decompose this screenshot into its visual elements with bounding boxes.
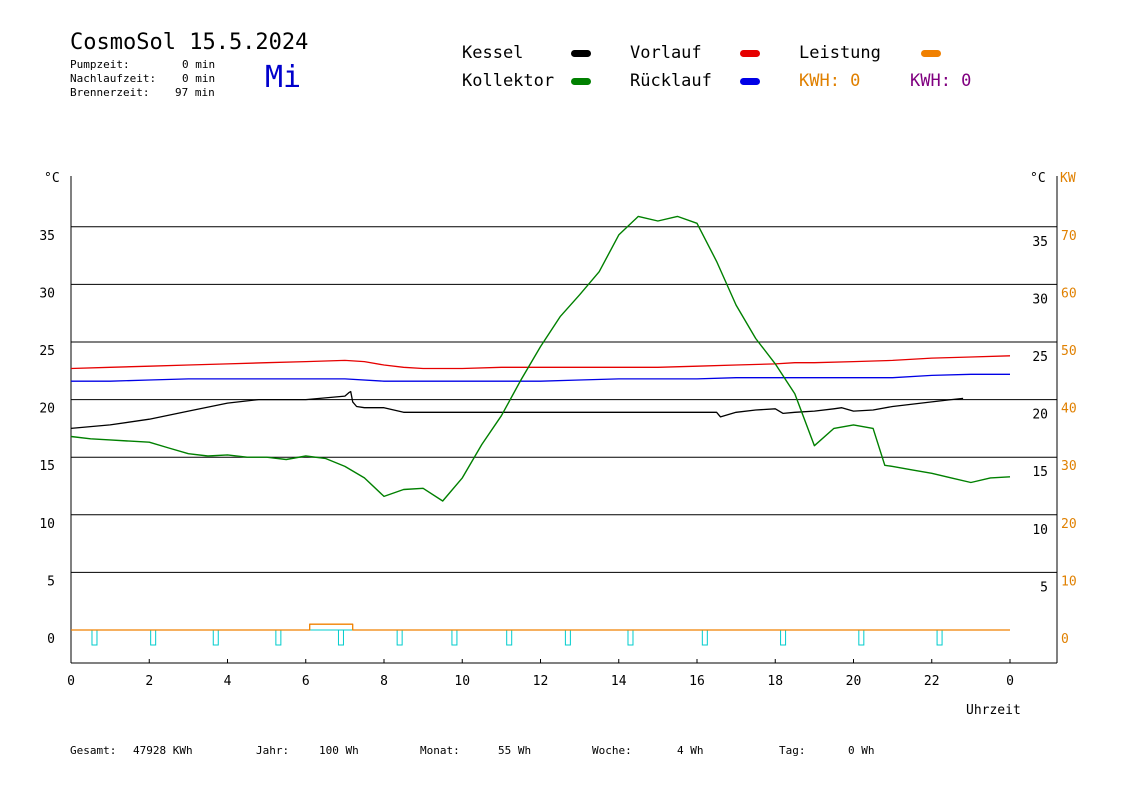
y-tick-label-left: 35 bbox=[39, 229, 55, 244]
footer-gesamt-label: Gesamt: bbox=[70, 744, 117, 757]
page-title: CosmoSol 15.5.2024 bbox=[70, 30, 309, 55]
x-tick-label: 6 bbox=[302, 674, 310, 689]
y-tick-label-right-power: 60 bbox=[1061, 286, 1077, 301]
x-tick-label: 8 bbox=[380, 674, 388, 689]
legend-swatch-kollektor bbox=[571, 78, 591, 85]
x-tick-label: 22 bbox=[924, 674, 940, 689]
pump-pulse bbox=[275, 629, 282, 646]
y-tick-label-left: 30 bbox=[39, 286, 55, 301]
footer-jahr-value: 100 Wh bbox=[319, 744, 359, 757]
y-tick-label-right-power: 10 bbox=[1061, 574, 1077, 589]
x-tick-label: 2 bbox=[145, 674, 153, 689]
x-axis-label: Uhrzeit bbox=[966, 703, 1021, 718]
pump-pulse bbox=[337, 629, 344, 646]
y-tick-label-right-temp: 35 bbox=[1032, 235, 1048, 250]
y-tick-label-right-power: 20 bbox=[1061, 517, 1077, 532]
x-tick-label: 16 bbox=[689, 674, 705, 689]
weekday-label: Mi bbox=[265, 60, 302, 95]
x-tick-label: 0 bbox=[1006, 674, 1014, 689]
pump-pulse bbox=[150, 629, 157, 646]
pump-pulses bbox=[71, 629, 1010, 646]
y-tick-label-right-temp: 15 bbox=[1032, 465, 1048, 480]
kwh-purple-label: KWH: 0 bbox=[910, 71, 972, 91]
y-axis-label-left: °C bbox=[44, 171, 60, 186]
pump-pulse bbox=[701, 629, 708, 646]
chart-axes bbox=[70, 176, 1058, 664]
stat-nachlaufzeit-value: 0 min bbox=[182, 72, 216, 85]
footer-tag-value: 0 Wh bbox=[848, 744, 875, 757]
y-tick-label-right-temp: 10 bbox=[1032, 523, 1048, 538]
pump-pulse bbox=[627, 629, 634, 646]
footer-gesamt-value: 47928 KWh bbox=[133, 744, 193, 757]
grid-lines bbox=[71, 226, 1057, 573]
legend-swatch-kessel bbox=[571, 50, 591, 57]
series-line-kollektor bbox=[70, 215, 1011, 502]
y-tick-label-left: 25 bbox=[39, 344, 55, 359]
y-tick-label-left: 5 bbox=[47, 574, 55, 589]
stat-pumpzeit-value: 0 min bbox=[182, 58, 216, 71]
tick-labels: 0 2 4 6 8 10 12 14 16 18 20 22 0 0 5 10 15 20 25 30 35 5 10 15 2… bbox=[39, 229, 1076, 689]
legend-label-kollektor: Kollektor bbox=[462, 71, 555, 91]
pump-pulse bbox=[396, 629, 403, 646]
x-tick-label: 20 bbox=[846, 674, 862, 689]
pump-pulse bbox=[506, 629, 513, 646]
pump-pulse bbox=[451, 629, 458, 646]
footer-monat-label: Monat: bbox=[420, 744, 460, 757]
stat-brennerzeit-value: 97 min bbox=[175, 86, 215, 99]
pump-pulse bbox=[780, 629, 787, 646]
temperature-chart: 0 2 4 6 8 10 12 14 16 18 20 22 0 0 5 10 15 20 25 30 35 5 10 15 2… bbox=[39, 171, 1076, 718]
series-line-ruecklauf bbox=[71, 373, 1010, 382]
x-tick-label: 10 bbox=[454, 674, 470, 689]
x-tick-label: 14 bbox=[611, 674, 627, 689]
x-tick-label: 0 bbox=[67, 674, 75, 689]
y-tick-label-left: 10 bbox=[39, 517, 55, 532]
y-tick-label-right-power: 0 bbox=[1061, 632, 1069, 647]
x-tick-label: 4 bbox=[224, 674, 232, 689]
legend-label-leistung: Leistung bbox=[799, 43, 881, 63]
pump-pulse bbox=[936, 629, 943, 646]
y-tick-label-right-temp: 25 bbox=[1032, 350, 1048, 365]
series-line-vorlauf bbox=[70, 355, 1011, 370]
stat-pumpzeit-label: Pumpzeit: bbox=[70, 58, 130, 71]
pump-pulse bbox=[564, 629, 571, 646]
footer-woche-label: Woche: bbox=[592, 744, 632, 757]
x-tick-label: 12 bbox=[533, 674, 549, 689]
series-line-kessel bbox=[70, 390, 964, 430]
y-tick-label-right-temp: 20 bbox=[1032, 408, 1048, 423]
pump-pulse bbox=[858, 629, 865, 646]
y-tick-label-right-power: 40 bbox=[1061, 402, 1077, 417]
legend-label-ruecklauf: Rücklauf bbox=[630, 71, 712, 91]
y-axis-label-right-power: KW bbox=[1060, 171, 1076, 186]
y-tick-label-right-temp: 30 bbox=[1032, 292, 1048, 307]
legend-swatch-vorlauf bbox=[740, 50, 760, 57]
y-tick-label-left: 20 bbox=[39, 402, 55, 417]
stat-nachlaufzeit-label: Nachlaufzeit: bbox=[70, 72, 157, 85]
y-tick-label-left: 0 bbox=[47, 632, 55, 647]
x-tick-label: 18 bbox=[767, 674, 783, 689]
footer-monat-value: 55 Wh bbox=[498, 744, 532, 757]
legend-label-vorlauf: Vorlauf bbox=[630, 43, 702, 63]
footer-jahr-label: Jahr: bbox=[256, 744, 290, 757]
legend-swatch-leistung bbox=[921, 50, 941, 57]
pump-pulse bbox=[91, 629, 98, 646]
legend-swatch-ruecklauf bbox=[740, 78, 760, 85]
footer-tag-label: Tag: bbox=[779, 744, 806, 757]
y-tick-label-right-temp: 5 bbox=[1040, 580, 1048, 595]
pump-pulse bbox=[212, 629, 219, 646]
series-line-leistung bbox=[71, 623, 1010, 631]
y-tick-label-right-power: 50 bbox=[1061, 344, 1077, 359]
series-lines bbox=[70, 215, 1011, 631]
footer-woche-value: 4 Wh bbox=[677, 744, 704, 757]
stat-brennerzeit-label: Brennerzeit: bbox=[70, 86, 150, 99]
y-tick-label-right-power: 70 bbox=[1061, 229, 1077, 244]
legend-label-kessel: Kessel bbox=[462, 43, 524, 63]
kwh-orange-label: KWH: 0 bbox=[799, 71, 861, 91]
y-tick-label-left: 15 bbox=[39, 459, 55, 474]
y-axis-label-right-temp: °C bbox=[1030, 171, 1046, 186]
y-tick-label-right-power: 30 bbox=[1061, 459, 1077, 474]
